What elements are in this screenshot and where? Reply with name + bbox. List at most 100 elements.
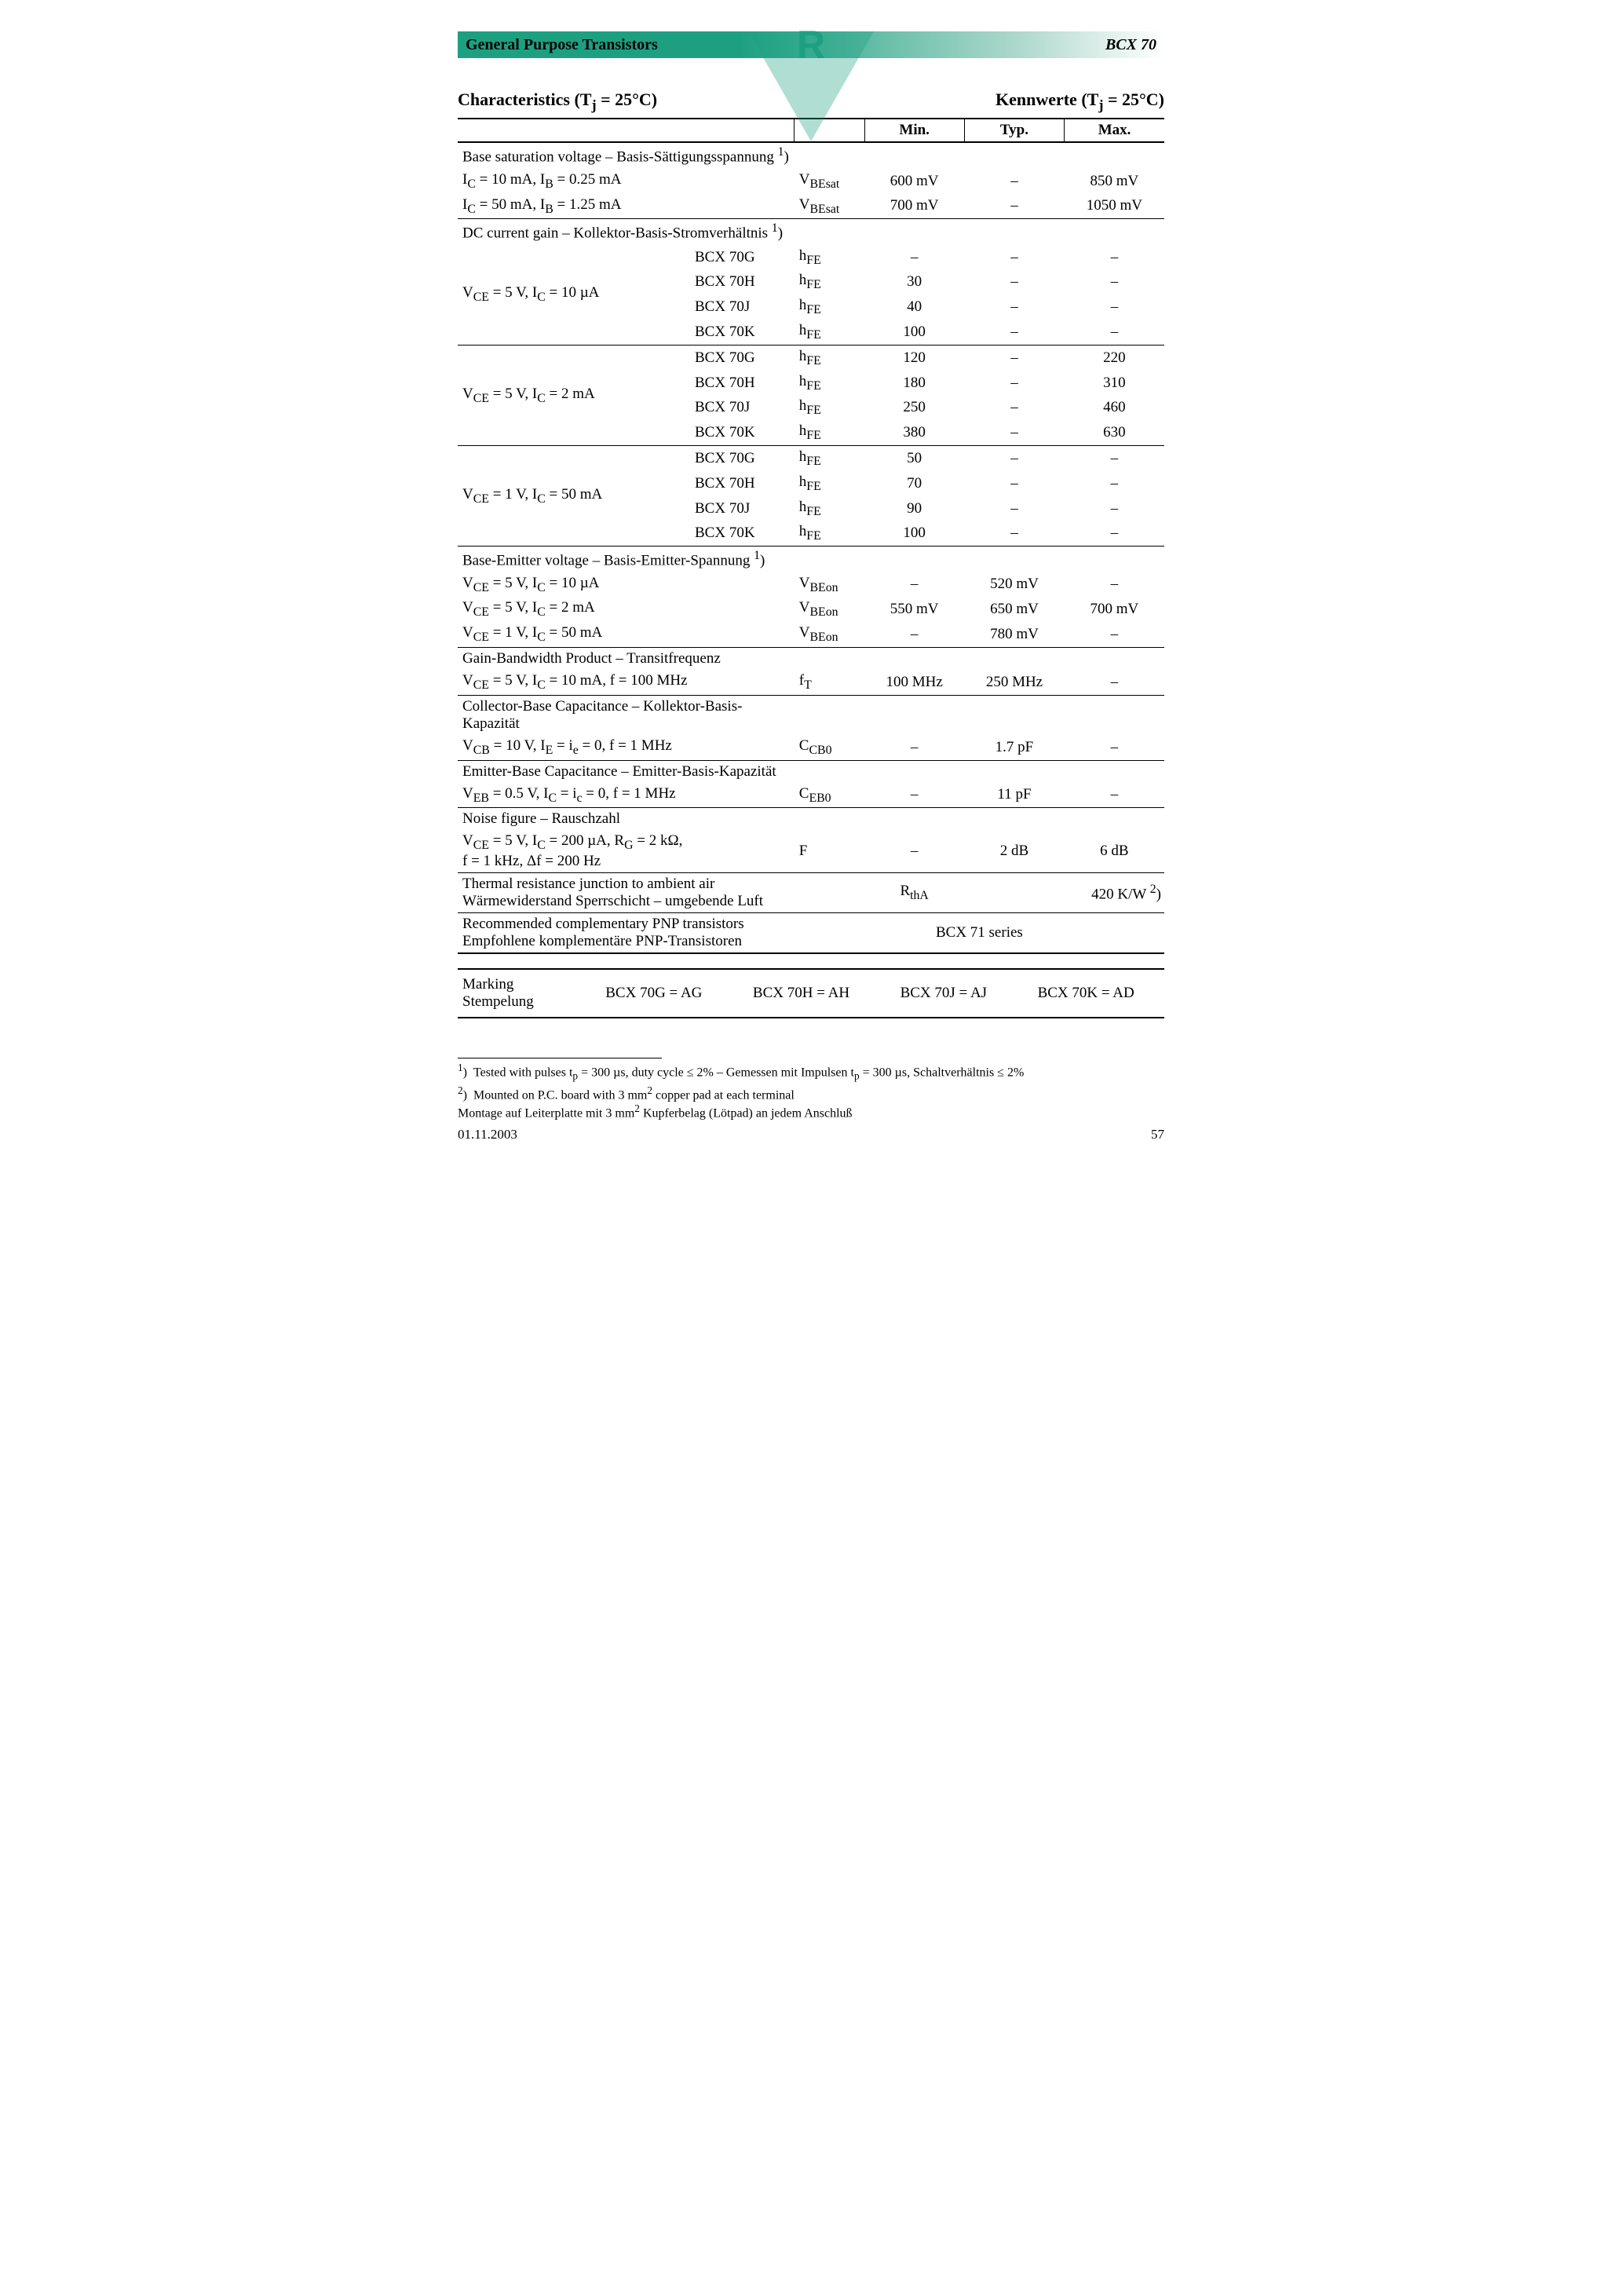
dc-gain-max: – [1065, 496, 1164, 521]
dc-gain-symbol: hFE [795, 294, 864, 320]
dc-gain-symbol: hFE [795, 496, 864, 521]
dc-gain-variant: BCX 70K [690, 320, 795, 345]
row-max: – [1065, 783, 1164, 808]
ceb-rows: VEB = 0.5 V, IC = ic = 0, f = 1 MHzCEB0–… [458, 783, 1164, 808]
dc-gain-symbol: hFE [795, 471, 864, 496]
gbw-rows: VCE = 5 V, IC = 10 mA, f = 100 MHzfT100 … [458, 670, 1164, 695]
char-title-right: Kennwerte (Tj = 25°C) [995, 90, 1164, 113]
dc-gain-variant: BCX 70G [690, 446, 795, 471]
base-sat-row-1: IC = 50 mA, IB = 1.25 mA VBEsat 700 mV –… [458, 194, 1164, 219]
row-condition: VCE = 5 V, IC = 200 µA, RG = 2 kΩ,f = 1 … [458, 830, 795, 872]
row-min: – [864, 572, 964, 598]
row-symbol: VBEon [795, 622, 864, 647]
footer-page: 57 [1151, 1127, 1164, 1143]
footnote: 2) Mounted on P.C. board with 3 mm2 copp… [458, 1084, 1164, 1121]
row-condition: VCE = 5 V, IC = 10 µA [458, 572, 795, 598]
dc-gain-typ: – [964, 371, 1064, 396]
row-max: – [1065, 622, 1164, 647]
ccb-rows: VCB = 10 V, IE = ie = 0, f = 1 MHzCCB0–1… [458, 735, 1164, 760]
row-condition: VCE = 5 V, IC = 10 mA, f = 100 MHz [458, 670, 795, 695]
datasheet-page: General Purpose Transistors BCX 70 R Cha… [426, 0, 1196, 1166]
dc-gain-symbol: hFE [795, 345, 864, 370]
char-title-left: Characteristics (Tj = 25°C) [458, 90, 657, 113]
dc-gain-max: – [1065, 521, 1164, 546]
dc-gain-typ: – [964, 471, 1064, 496]
dc-gain-variant: BCX 70H [690, 471, 795, 496]
table-row: VCE = 5 V, IC = 10 µAVBEon–520 mV– [458, 572, 1164, 598]
section-gbw-title: Gain-Bandwidth Product – Transitfrequenz [458, 647, 1164, 670]
dc-gain-min: 250 [864, 395, 964, 420]
dc-gain-typ: – [964, 446, 1064, 471]
row-typ: 1.7 pF [964, 735, 1064, 760]
row-max: – [1065, 670, 1164, 695]
dc-gain-max: – [1065, 471, 1164, 496]
row-typ: 11 pF [964, 783, 1064, 808]
row-symbol: CEB0 [795, 783, 864, 808]
dc-gain-max: 460 [1065, 395, 1164, 420]
be-voltage-rows: VCE = 5 V, IC = 10 µAVBEon–520 mV–VCE = … [458, 572, 1164, 648]
table-row: VCE = 1 V, IC = 50 mAVBEon–780 mV– [458, 622, 1164, 647]
header-banner: General Purpose Transistors BCX 70 R [458, 31, 1164, 58]
row-condition: VCE = 5 V, IC = 2 mA [458, 597, 795, 622]
section-base-sat-title: Base saturation voltage – Basis-Sättigun… [458, 142, 1164, 168]
table-row: VCB = 10 V, IE = ie = 0, f = 1 MHzCCB0–1… [458, 735, 1164, 760]
column-header-row: Min. Typ. Max. [458, 119, 1164, 142]
dc-gain-variant: BCX 70G [690, 245, 795, 270]
row-max: – [1065, 572, 1164, 598]
dc-gain-typ: – [964, 245, 1064, 270]
marking-items: BCX 70G = AGBCX 70H = AHBCX 70J = AJBCX … [580, 985, 1160, 1002]
dc-gain-symbol: hFE [795, 395, 864, 420]
dc-gain-min: 90 [864, 496, 964, 521]
col-min: Min. [864, 119, 964, 142]
dc-gain-variant: BCX 70J [690, 496, 795, 521]
dc-gain-max: – [1065, 320, 1164, 345]
header-left: General Purpose Transistors [466, 36, 658, 54]
dc-gain-max: 310 [1065, 371, 1164, 396]
marking-item: BCX 70H = AH [753, 985, 849, 1002]
dc-gain-typ: – [964, 496, 1064, 521]
dc-gain-symbol: hFE [795, 420, 864, 445]
dc-gain-typ: – [964, 395, 1064, 420]
dc-gain-symbol: hFE [795, 269, 864, 294]
row-symbol: VBEon [795, 597, 864, 622]
footer-date: 01.11.2003 [458, 1127, 517, 1143]
row-min: – [864, 735, 964, 760]
row-typ: 780 mV [964, 622, 1064, 647]
marking-item: BCX 70G = AG [605, 985, 702, 1002]
dc-gain-max: – [1065, 245, 1164, 270]
logo-r-icon: R [797, 22, 825, 68]
page-footer: 01.11.2003 57 [458, 1127, 1164, 1143]
marking-box: MarkingStempelung BCX 70G = AGBCX 70H = … [458, 968, 1164, 1018]
noise-rows: VCE = 5 V, IC = 200 µA, RG = 2 kΩ,f = 1 … [458, 830, 1164, 872]
row-symbol: fT [795, 670, 864, 695]
row-typ: 2 dB [964, 830, 1064, 872]
dc-gain-variant: BCX 70K [690, 420, 795, 445]
row-symbol: VBEon [795, 572, 864, 598]
dc-gain-row: VCE = 1 V, IC = 50 mABCX 70GhFE50–– [458, 446, 1164, 471]
dc-gain-symbol: hFE [795, 371, 864, 396]
row-min: 550 mV [864, 597, 964, 622]
row-condition: VCE = 1 V, IC = 50 mA [458, 622, 795, 647]
dc-gain-max: 220 [1065, 345, 1164, 370]
dc-gain-variant: BCX 70H [690, 269, 795, 294]
table-row: VCE = 5 V, IC = 10 mA, f = 100 MHzfT100 … [458, 670, 1164, 695]
dc-gain-variant: BCX 70J [690, 294, 795, 320]
marking-item: BCX 70J = AJ [901, 985, 988, 1002]
dc-gain-min: 40 [864, 294, 964, 320]
characteristics-title-row: Characteristics (Tj = 25°C) Kennwerte (T… [458, 90, 1164, 113]
table-row: VEB = 0.5 V, IC = ic = 0, f = 1 MHzCEB0–… [458, 783, 1164, 808]
dc-gain-min: 120 [864, 345, 964, 370]
footnote: 1) Tested with pulses tp = 300 µs, duty … [458, 1062, 1164, 1083]
dc-gain-symbol: hFE [795, 320, 864, 345]
footnotes: 1) Tested with pulses tp = 300 µs, duty … [458, 1062, 1164, 1121]
characteristics-table: Min. Typ. Max. Base saturation voltage –… [458, 118, 1164, 954]
row-max: 6 dB [1065, 830, 1164, 872]
row-min: – [864, 830, 964, 872]
dc-gain-typ: – [964, 320, 1064, 345]
dc-gain-typ: – [964, 345, 1064, 370]
dc-gain-typ: – [964, 420, 1064, 445]
dc-gain-typ: – [964, 521, 1064, 546]
section-ccb-title: Collector-Base Capacitance – Kollektor-B… [458, 695, 1164, 735]
dc-gain-condition: VCE = 5 V, IC = 2 mA [458, 345, 690, 445]
col-typ: Typ. [964, 119, 1064, 142]
